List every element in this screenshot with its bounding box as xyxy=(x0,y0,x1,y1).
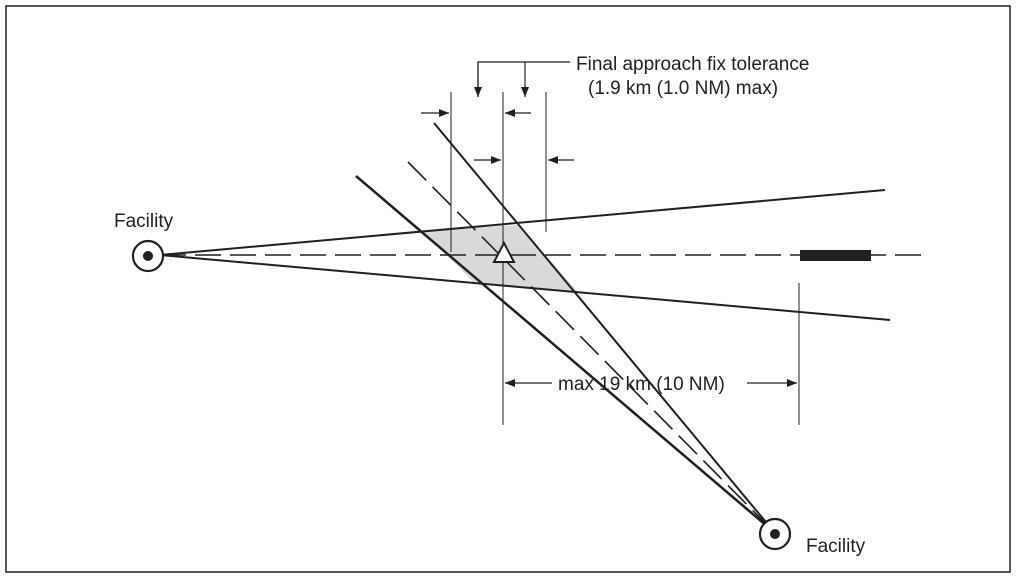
left-facility-splay-upper xyxy=(159,189,886,256)
left-facility-splay-lower xyxy=(159,254,891,321)
runway-bar xyxy=(800,250,871,261)
fix-tolerance-label-line2: (1.9 km (1.0 NM) max) xyxy=(588,78,778,99)
fix-tolerance-label-line1: Final approach fix tolerance xyxy=(576,54,809,75)
final-approach-fix-triangle xyxy=(492,240,516,263)
max-distance-label: max 19 km (10 NM) xyxy=(558,374,725,395)
facility-left-label: Facility xyxy=(114,211,174,232)
tolerance-callout-bracket xyxy=(477,61,570,97)
facility-bottom-label: Facility xyxy=(806,536,866,557)
bottom-facility-splay-left xyxy=(355,175,776,534)
left-facility-icon xyxy=(131,239,165,273)
bottom-facility-course xyxy=(407,161,776,534)
bottom-facility-splay-right xyxy=(433,122,776,534)
bottom-facility-icon xyxy=(758,517,792,551)
diagram-border xyxy=(5,5,1011,573)
